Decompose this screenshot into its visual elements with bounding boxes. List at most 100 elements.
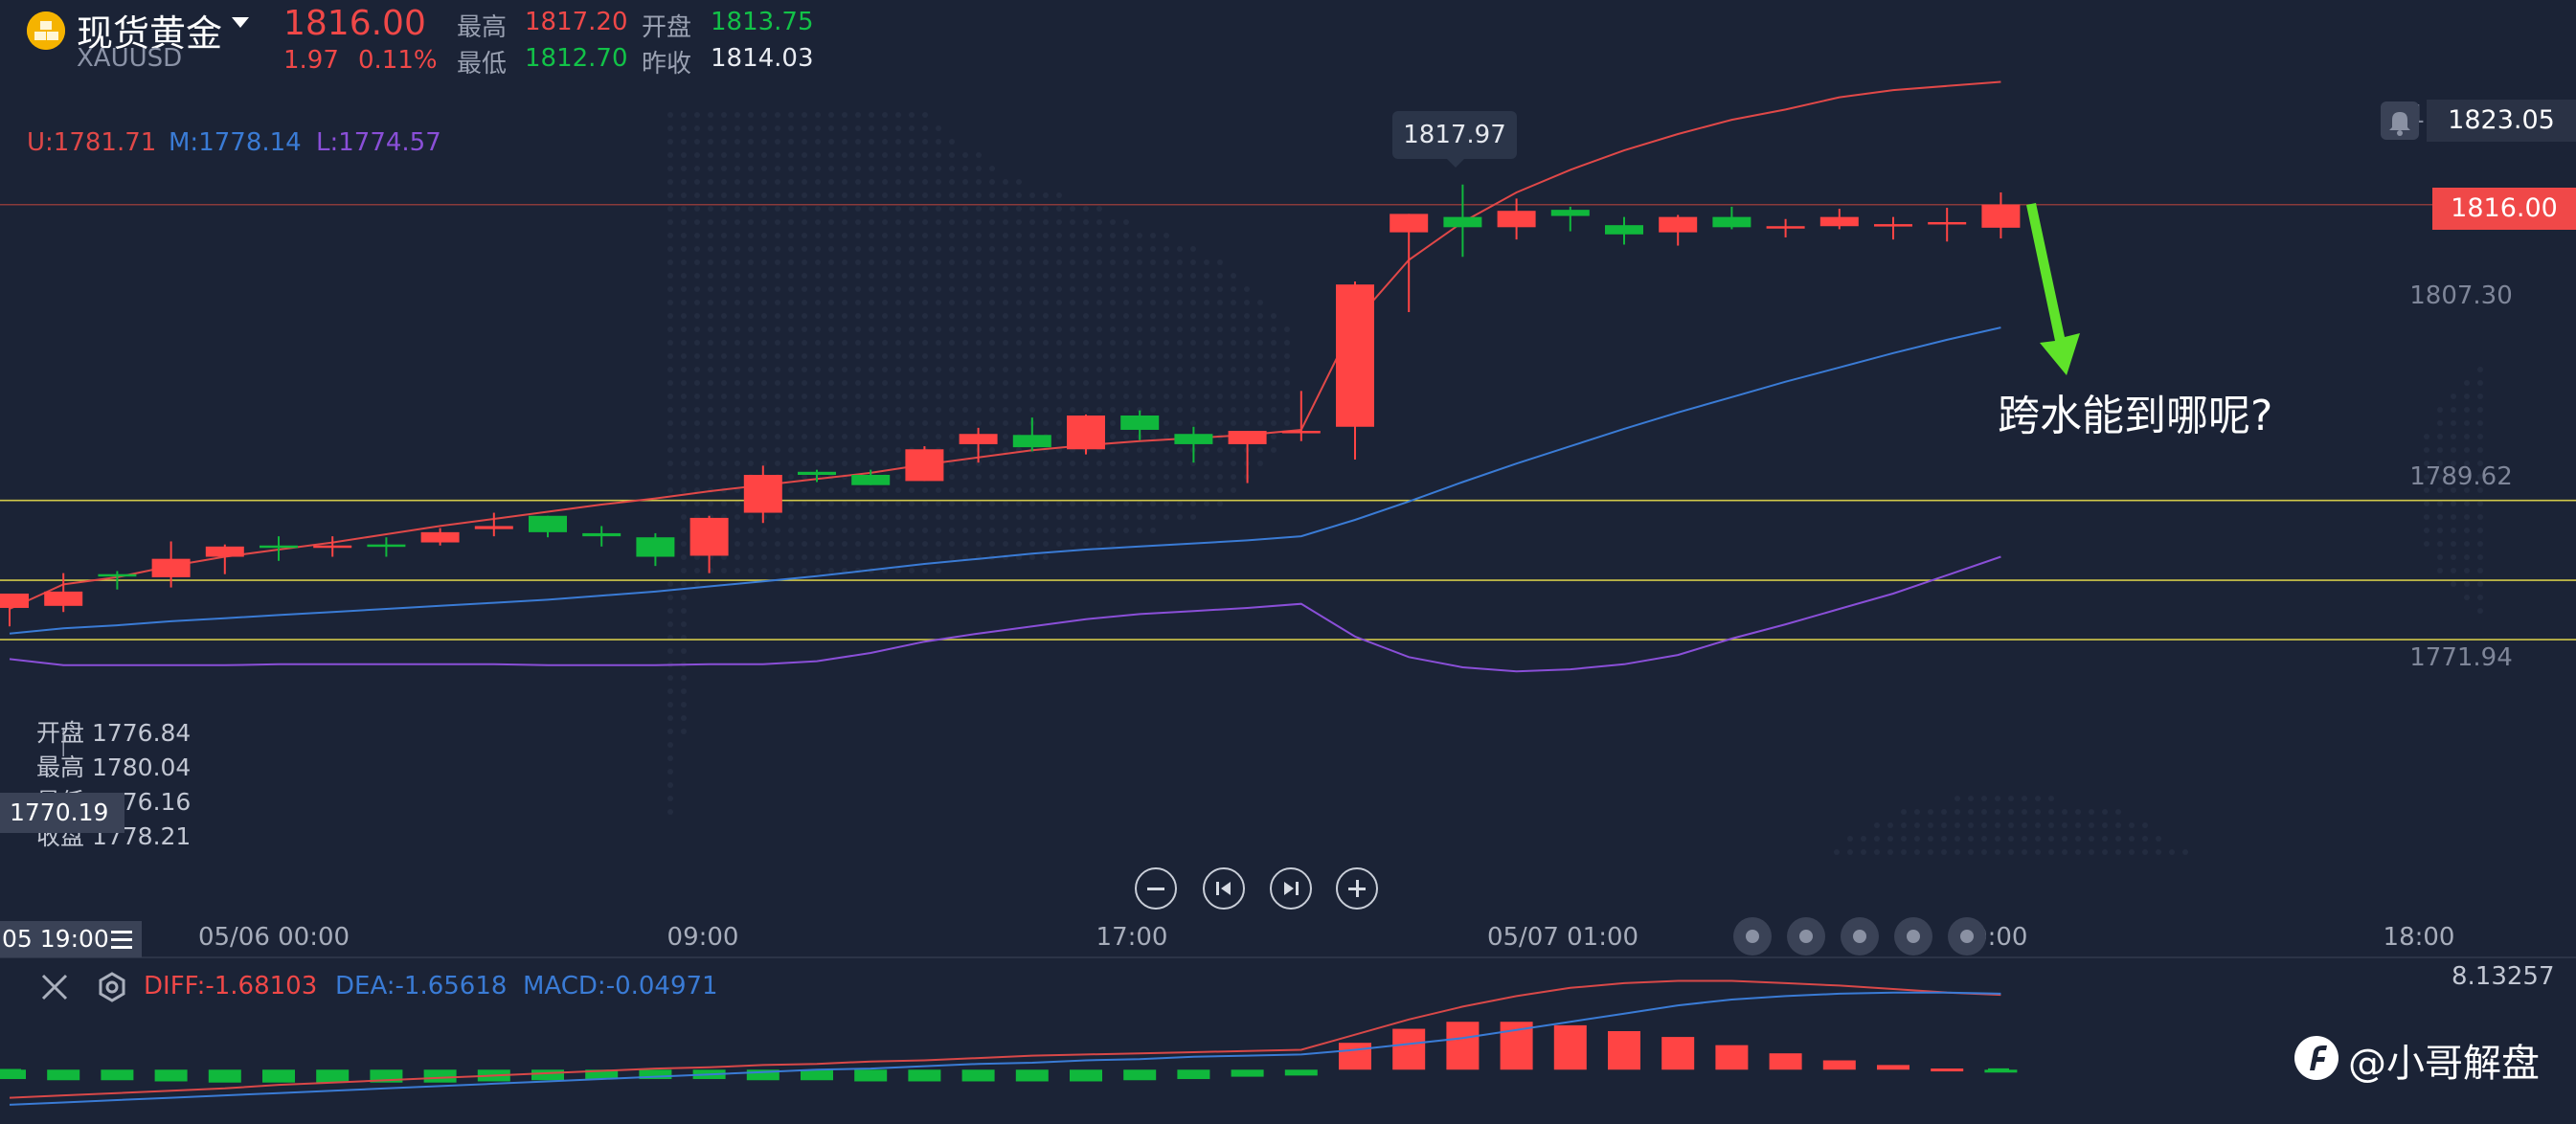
candle: [743, 465, 782, 524]
macd-bar: [1231, 1069, 1264, 1077]
candle: [1067, 414, 1105, 455]
candle: [1120, 410, 1160, 440]
macd-dea-line: [9, 991, 2001, 1106]
macd-value-label: MACD:-0.04971: [523, 972, 718, 1000]
candle: [420, 528, 460, 546]
candle: [1874, 216, 1912, 240]
candle: [1981, 191, 2021, 239]
candle: [798, 469, 836, 483]
macd-bar: [1661, 1037, 1695, 1070]
macd-bar: [47, 1069, 80, 1081]
candle: [1550, 206, 1590, 232]
menu-icon[interactable]: [109, 929, 134, 950]
bollinger-bands: [9, 80, 2001, 673]
candles: [0, 184, 2021, 627]
middle-band-line: [9, 326, 2001, 635]
zoom-out-button[interactable]: [1135, 867, 1177, 910]
macd-first-bar: [0, 1068, 21, 1073]
map-dot-pattern: [667, 112, 2483, 855]
macd-bar: [585, 1069, 619, 1080]
macd-axis-top: 8.13257: [2452, 962, 2555, 991]
candle: [367, 537, 406, 557]
candle: [851, 469, 891, 485]
step-forward-button[interactable]: [1270, 867, 1312, 910]
watermark-text: @小哥解盘: [2348, 1042, 2540, 1086]
pager-dot-5[interactable]: [1948, 917, 1986, 955]
crosshair-price-tag: 1770.19: [0, 793, 124, 833]
macd-bar: [1553, 1024, 1587, 1070]
close-icon[interactable]: [38, 971, 71, 1003]
x-tick-label: 09:00: [667, 923, 739, 952]
candle: [636, 532, 675, 567]
bell-icon[interactable]: [2381, 101, 2419, 140]
pager-dot-2[interactable]: [1787, 917, 1825, 955]
candle: [1712, 206, 1751, 230]
macd-bar: [1822, 1060, 1856, 1070]
settings-icon[interactable]: [96, 971, 128, 1003]
candle: [1766, 218, 1805, 237]
chevron-down-icon[interactable]: [232, 17, 249, 28]
macd-bar: [1177, 1069, 1210, 1080]
macd-bar: [0, 1069, 26, 1080]
macd-diff-label: DIFF:-1.68103: [144, 972, 318, 1000]
last-price: 1816.00: [283, 4, 426, 43]
macd-bar: [154, 1069, 188, 1082]
macd-bar: [746, 1069, 780, 1081]
candle: [260, 536, 298, 561]
high-label: 最高: [457, 13, 508, 42]
macd-last-bar: [1988, 1068, 2009, 1072]
macd-bar: [316, 1069, 350, 1083]
price-change-percent: 0.11%: [358, 46, 438, 75]
macd-bar: [1284, 1069, 1318, 1076]
horizontal-lines: [0, 204, 2576, 641]
candle: [1336, 281, 1374, 460]
hover-open: 开盘 1776.84: [36, 719, 192, 747]
middle-band-label: M:1778.14: [169, 128, 302, 157]
macd-bar: [1339, 1043, 1371, 1070]
hover-high: 最高 1780.04: [36, 753, 192, 781]
low-value: 1812.70: [525, 44, 628, 73]
time-cursor-text: 05 19:00: [2, 925, 109, 953]
candle: [313, 536, 352, 557]
lower-band-line: [9, 555, 2001, 673]
watermark-logo-icon: [2294, 1036, 2339, 1080]
macd-bar: [908, 1069, 941, 1082]
macd-bar: [1769, 1053, 1802, 1070]
candle: [0, 594, 29, 627]
macd-bar: [1446, 1022, 1480, 1070]
step-back-button[interactable]: [1203, 867, 1245, 910]
alert-price-tag[interactable]: 1823.05: [2427, 100, 2576, 142]
macd-dea-label: DEA:-1.65618: [335, 972, 508, 1000]
zoom-in-button[interactable]: [1336, 867, 1378, 910]
candle: [205, 544, 244, 574]
candle: [959, 427, 998, 463]
open-value: 1813.75: [711, 8, 814, 36]
y-tick-label: 1771.94: [2409, 643, 2513, 672]
lower-band-label: L:1774.57: [316, 128, 441, 157]
pager-dot-1[interactable]: [1733, 917, 1772, 955]
macd-bar: [1123, 1069, 1157, 1081]
candle: [1174, 426, 1213, 463]
prev-close-label: 昨收: [642, 50, 692, 79]
upper-band-line: [9, 80, 2001, 610]
candle: [689, 515, 729, 573]
current-price-tag: 1816.00: [2432, 188, 2576, 230]
low-label: 最低: [457, 50, 508, 79]
candle: [474, 512, 513, 537]
candle: [1659, 214, 1698, 246]
prev-close-value: 1814.03: [711, 44, 814, 73]
candle: [905, 446, 944, 482]
pager-dot-4[interactable]: [1894, 917, 1932, 955]
annotation-text: 跨水能到哪呢?: [1998, 392, 2273, 440]
macd-diff-line: [9, 979, 2001, 1099]
candle: [151, 541, 191, 588]
instrument-symbol: XAUUSD: [77, 44, 183, 73]
candle: [529, 515, 567, 538]
high-value: 1817.20: [525, 8, 628, 36]
x-tick-label: 18:00: [2383, 923, 2455, 952]
instrument-name[interactable]: 现货黄金: [77, 12, 223, 55]
x-tick-label: 17:00: [1096, 923, 1168, 952]
macd-bar: [1877, 1065, 1909, 1070]
pager-dot-3[interactable]: [1841, 917, 1879, 955]
